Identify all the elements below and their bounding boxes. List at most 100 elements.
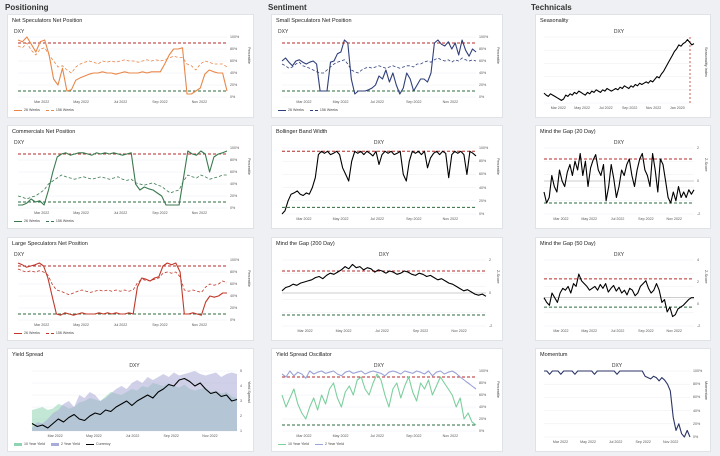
x-tick-label: May 2022 (73, 211, 89, 215)
chart-legend: 26 Weeks 156 Weeks (14, 108, 74, 112)
y-tick-label: 100% (693, 369, 703, 373)
y-axis-title: Yield Spread (247, 381, 251, 403)
y-tick-label: -2 (697, 212, 701, 216)
x-tick-label: Sep 2022 (406, 217, 422, 221)
chart-svg (17, 36, 228, 98)
x-tick-label: Nov 2022 (663, 440, 679, 444)
y-tick-label: 80% (479, 47, 487, 51)
y-tick-label: 80% (693, 382, 701, 387)
y-tick-label: 100% (230, 35, 240, 39)
x-tick-label: May 2022 (581, 217, 598, 221)
y-tick-label: 0% (230, 206, 236, 210)
x-tick-label: Sep 2022 (163, 434, 179, 438)
x-tick-label: Sep 2022 (622, 106, 638, 110)
legend-label: 156 Weeks (319, 108, 338, 112)
chart-svg (543, 147, 695, 215)
x-tick-label: Nov 2022 (666, 217, 682, 221)
y-tick-label: 40% (693, 408, 701, 413)
series-line-0 (18, 150, 228, 206)
x-tick-label: Mar 2022 (553, 329, 569, 333)
card-mind-gap-200: Mind the Gap (200 Day) DXY Mar 2022 May 20… (271, 237, 503, 341)
x-tick-label: Mar 2022 (297, 329, 313, 333)
card-title: Seasonality (540, 18, 569, 24)
x-tick-label: May 2022 (73, 323, 89, 327)
x-tick-label: Mar 2022 (553, 217, 569, 221)
series-line-0 (17, 36, 228, 95)
y-tick-label: 0% (230, 318, 236, 322)
series-line-2 (31, 377, 238, 429)
y-tick-label: 40% (479, 405, 487, 409)
ticker-label: DXY (278, 29, 289, 35)
y-tick-label: 2 (489, 258, 491, 262)
x-tick-label: Sep 2022 (152, 100, 168, 104)
ticker-label: DXY (14, 140, 25, 146)
y-axis-title: Percentile (247, 47, 251, 64)
x-tick-label: May 2022 (332, 100, 349, 104)
y-tick-label: 0% (230, 95, 236, 99)
legend-item: 26 Weeks (14, 331, 40, 335)
chart-svg (281, 36, 477, 98)
legend-item: 156 Weeks (45, 331, 74, 335)
ticker-label: DXY (14, 252, 25, 258)
y-tick-label: 3 (240, 399, 242, 403)
y-tick-label: 80% (230, 47, 238, 51)
card-large-speculators: Large Speculators Net Position DXY Mar 20… (7, 237, 254, 341)
ticker-label: DXY (373, 140, 385, 146)
x-tick-label: May 2022 (85, 434, 102, 438)
y-axis-title: Percentile (496, 47, 500, 64)
y-tick-label: 0 (697, 302, 699, 306)
card-title: Mind the Gap (50 Day) (540, 241, 596, 247)
y-axis-title: Momentum (704, 381, 708, 400)
x-tick-label: Sep 2022 (638, 217, 654, 221)
legend-item: 156 Weeks (45, 108, 74, 112)
y-tick-label: 40% (479, 185, 487, 190)
y-tick-label: 0% (479, 429, 485, 433)
x-tick-label: May 2022 (580, 440, 596, 444)
card-title: Mind the Gap (20 Day) (540, 129, 596, 135)
card-title: Large Speculators Net Position (12, 241, 88, 247)
x-tick-label: Mar 2022 (34, 323, 50, 327)
x-tick-label: May 2022 (574, 106, 590, 110)
legend-swatch (50, 442, 59, 446)
ticker-label: DXY (378, 252, 390, 258)
y-tick-label: 60% (230, 282, 238, 286)
y-tick-label: 60% (230, 170, 238, 174)
card-title: Mind the Gap (200 Day) (276, 241, 335, 247)
x-tick-label: Jul 2022 (113, 211, 128, 215)
x-tick-label: Mar 2022 (296, 217, 312, 221)
y-tick-label: 0 (489, 291, 491, 295)
y-tick-label: 4 (240, 384, 242, 388)
y-tick-label: 80% (479, 159, 487, 164)
chart-svg (281, 370, 477, 432)
legend-swatch (14, 442, 22, 446)
series-line-0 (543, 273, 694, 318)
card-seasonality: Seasonality DXY Mar 2022 May 2022 Jul 2022 S… (535, 14, 711, 118)
legend-item: 2 Year Yield (50, 442, 80, 446)
y-tick-label: 0% (479, 212, 485, 216)
y-tick-label: 60% (479, 59, 487, 63)
legend-item: 26 Weeks (14, 108, 40, 112)
x-tick-label: May 2022 (332, 217, 349, 221)
legend-swatch (14, 332, 22, 334)
legend-label: 26 Weeks (288, 108, 304, 112)
card-bollinger: Bollinger Band Width DXY Mar 2022 May 2022… (271, 125, 503, 229)
x-tick-label: Jul 2022 (113, 100, 128, 104)
legend-item: 26 Weeks (14, 219, 40, 223)
x-tick-label: Sep 2022 (638, 329, 654, 333)
x-tick-label: Jul 2022 (113, 323, 128, 327)
x-tick-label: Jul 2022 (370, 100, 384, 104)
card-title: Yield Spread (12, 352, 44, 358)
legend-swatch (45, 220, 54, 222)
card-commercials: Commercials Net Position DXY Mar 2022 May … (7, 125, 254, 229)
y-axis-title: Z-Score (704, 270, 708, 284)
legend-item: 2 Year Yield (314, 442, 344, 446)
y-tick-label: -2 (489, 324, 493, 328)
series-area-1 (32, 371, 237, 431)
chart-svg (31, 370, 238, 432)
x-tick-label: Jul 2022 (370, 434, 384, 438)
x-tick-label: Jul 2022 (610, 329, 625, 333)
series-line-0 (543, 152, 695, 204)
y-tick-label: 0 (697, 179, 699, 183)
legend-item: 156 Weeks (45, 219, 74, 223)
legend-label: 26 Weeks (24, 108, 40, 112)
